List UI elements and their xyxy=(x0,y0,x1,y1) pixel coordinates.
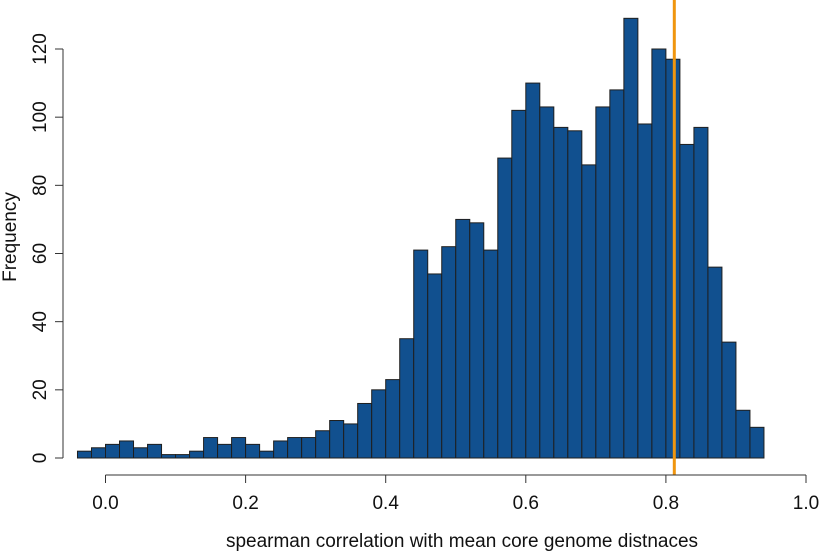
histogram-bar xyxy=(693,126,709,459)
y-tick-label: 40 xyxy=(30,311,51,332)
y-tick-label: 120 xyxy=(30,33,51,65)
histogram-bars xyxy=(76,17,765,459)
histogram-bar xyxy=(427,273,443,459)
histogram-bar xyxy=(511,109,527,459)
histogram-bar xyxy=(469,222,485,459)
histogram-bar xyxy=(385,379,401,459)
histogram-bar xyxy=(497,157,513,459)
y-tick-label: 80 xyxy=(30,175,51,196)
histogram-bar xyxy=(343,423,359,459)
y-tick-label: 20 xyxy=(30,379,51,400)
histogram-bar xyxy=(329,420,345,459)
histogram-bar xyxy=(357,402,373,459)
x-tick-label: 0.6 xyxy=(513,493,539,514)
y-tick-label: 0 xyxy=(30,453,51,464)
histogram-bar xyxy=(735,409,751,459)
histogram-bar xyxy=(175,454,191,459)
histogram-bar xyxy=(441,246,457,459)
histogram-bar xyxy=(105,443,121,459)
histogram-bar xyxy=(133,447,149,459)
histogram-bar xyxy=(595,106,611,459)
histogram-bar xyxy=(609,89,625,459)
histogram-bar xyxy=(217,443,233,459)
x-tick-label: 0.2 xyxy=(232,493,258,514)
histogram-bar xyxy=(371,389,387,459)
histogram-bar xyxy=(203,437,219,459)
histogram-bar xyxy=(455,218,471,459)
x-tick-label: 0.8 xyxy=(653,493,679,514)
histogram-bar xyxy=(567,130,583,459)
y-axis-title: Frequency xyxy=(0,192,21,282)
x-axis-title: spearman correlation with mean core geno… xyxy=(226,531,698,552)
y-axis: 0 20 40 60 80 100 120 xyxy=(30,33,64,464)
histogram-bar xyxy=(189,450,205,459)
histogram-bar xyxy=(301,437,317,459)
histogram-bar xyxy=(245,443,261,459)
histogram-bar xyxy=(76,450,92,459)
histogram-bar xyxy=(287,437,303,459)
histogram-bar xyxy=(161,454,177,459)
x-tick-label: 0.4 xyxy=(372,493,399,514)
histogram-bar xyxy=(315,430,331,459)
histogram-bar xyxy=(637,123,653,459)
histogram-bar xyxy=(483,249,499,459)
histogram-bar xyxy=(525,82,541,459)
y-tick-label: 100 xyxy=(30,101,51,133)
histogram-bar xyxy=(119,440,135,459)
histogram-bar xyxy=(707,266,723,459)
x-tick-label: 0.0 xyxy=(92,493,118,514)
histogram-bar xyxy=(651,48,667,459)
histogram-bar xyxy=(259,450,275,459)
histogram-bar xyxy=(539,106,555,459)
histogram-bar xyxy=(749,426,765,459)
x-tick-label: 1.0 xyxy=(793,493,819,514)
histogram-bar xyxy=(581,164,597,459)
histogram-bar xyxy=(273,440,289,459)
histogram-bar xyxy=(553,126,569,459)
histogram-bar xyxy=(623,17,639,459)
histogram-bar xyxy=(399,338,415,459)
histogram-bar xyxy=(231,437,247,459)
x-axis: 0.0 0.2 0.4 0.6 0.8 1.0 xyxy=(92,474,819,514)
histogram-bar xyxy=(147,443,163,459)
y-tick-label: 60 xyxy=(30,243,51,264)
histogram-bar xyxy=(90,447,106,459)
histogram-bar xyxy=(413,249,429,459)
histogram-bar xyxy=(679,143,695,459)
histogram-bar xyxy=(721,341,737,459)
